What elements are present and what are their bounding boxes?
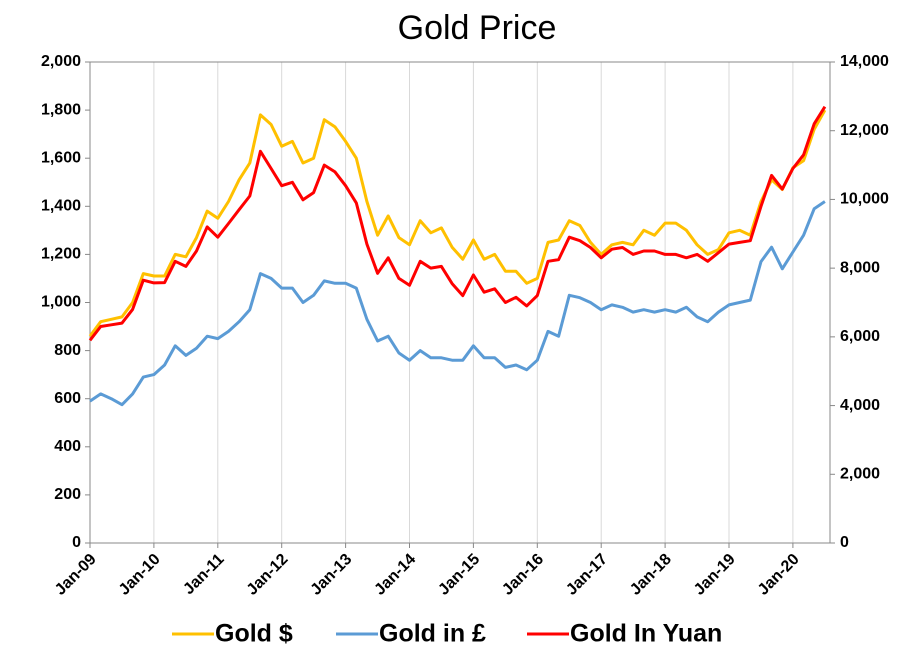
x-tick-label: Jan-20 xyxy=(755,551,803,599)
y-tick-label: 0 xyxy=(72,534,81,551)
x-tick-label: Jan-18 xyxy=(627,551,675,599)
y2-tick-label: 14,000 xyxy=(840,53,889,70)
y-tick-label: 600 xyxy=(54,390,81,407)
x-tick-label: Jan-13 xyxy=(308,551,356,599)
x-tick-label: Jan-11 xyxy=(180,551,227,598)
y-tick-label: 1,600 xyxy=(41,149,81,166)
legend-label: Gold $ xyxy=(215,620,293,648)
y-tick-label: 1,000 xyxy=(41,294,81,311)
x-tick-label: Jan-15 xyxy=(435,551,483,599)
y2-tick-label: 10,000 xyxy=(840,191,889,208)
x-tick-label: Jan-14 xyxy=(371,551,419,599)
y2-tick-label: 8,000 xyxy=(840,259,880,276)
y2-tick-label: 4,000 xyxy=(840,397,880,414)
y-tick-label: 1,200 xyxy=(41,246,81,263)
y-tick-label: 1,800 xyxy=(41,101,81,118)
x-tick-label: Jan-19 xyxy=(691,551,739,599)
y-tick-label: 200 xyxy=(54,486,81,503)
y2-tick-label: 0 xyxy=(840,534,849,551)
y-tick-label: 400 xyxy=(54,438,81,455)
series-line xyxy=(89,200,826,407)
y2-tick-label: 12,000 xyxy=(840,122,889,139)
legend-label: Gold in £ xyxy=(379,620,486,648)
x-tick-label: Jan-12 xyxy=(244,551,292,599)
x-tick-label: Jan-10 xyxy=(116,551,164,599)
y-tick-label: 800 xyxy=(54,342,81,359)
plot-border xyxy=(89,61,831,544)
series-line xyxy=(88,109,827,338)
y-tick-label: 1,400 xyxy=(41,198,81,215)
y-tick-label: 2,000 xyxy=(41,53,81,70)
chart-title: Gold Price xyxy=(398,9,557,47)
y2-tick-label: 2,000 xyxy=(840,466,880,483)
legend-label: Gold In Yuan xyxy=(570,620,722,648)
x-tick-label: Jan-17 xyxy=(563,551,611,599)
y2-tick-label: 6,000 xyxy=(840,328,880,345)
x-tick-label: Jan-16 xyxy=(499,551,547,599)
series-line xyxy=(88,105,827,342)
x-tick-label: Jan-09 xyxy=(52,551,100,599)
